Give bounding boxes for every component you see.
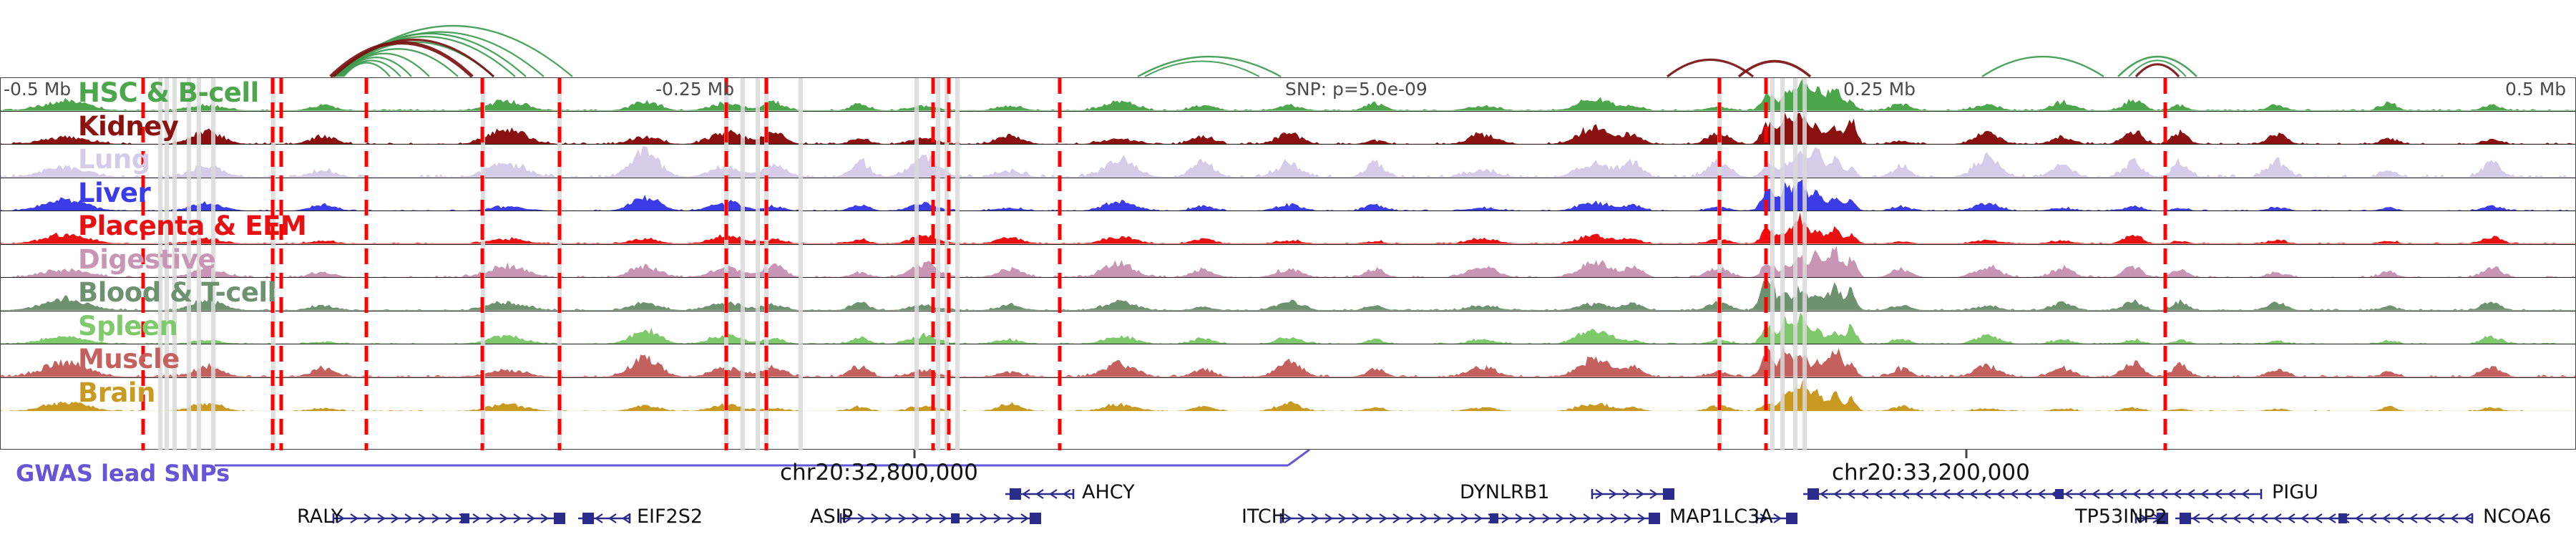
signal-area [1, 178, 2575, 211]
signal-track-placenta-eem[interactable]: Placenta & EEM [1, 211, 2575, 245]
gene-label-eif2s2[interactable]: EIF2S2 [637, 505, 703, 528]
track-label: Lung [78, 145, 150, 175]
coordinate-label-1: chr20:32,800,000 [780, 460, 978, 485]
gene-label-ncoa6[interactable]: NCOA6 [2483, 505, 2552, 528]
gene-label-tp53inp2[interactable]: TP53INP2 [2075, 505, 2167, 528]
signal-track-liver[interactable]: Liver [1, 178, 2575, 211]
gene-label-dynlrb1[interactable]: DYNLRB1 [1460, 481, 1550, 503]
signal-area [1, 211, 2575, 244]
gwas-lead-snps-label: GWAS lead SNPs [16, 460, 230, 487]
signal-track-lung[interactable]: Lung [1, 145, 2575, 178]
signal-area [1, 145, 2575, 178]
track-label: Digestive [78, 244, 216, 275]
ruler-label-snp: SNP: p=5.0e-09 [1285, 79, 1428, 100]
track-label: HSC & B-cell [78, 78, 259, 108]
gene-label-asip[interactable]: ASIP [810, 505, 853, 528]
signal-track-digestive[interactable]: Digestive [1, 244, 2575, 278]
gene-label-pigu[interactable]: PIGU [2272, 481, 2318, 503]
track-label: Placenta & EEM [78, 211, 307, 241]
signal-track-spleen[interactable]: Spleen [1, 311, 2575, 344]
track-label: Spleen [78, 311, 178, 342]
track-label: Brain [78, 377, 155, 408]
track-label: Kidney [78, 111, 179, 142]
ruler-label-left: -0.5 Mb [4, 79, 72, 100]
signal-area [1, 278, 2575, 311]
gene-label-map1lc3a[interactable]: MAP1LC3A [1669, 505, 1773, 528]
gene-label-raly[interactable]: RALY [297, 505, 343, 528]
signal-area [1, 311, 2575, 344]
signal-track-hsc-b-cell[interactable]: HSC & B-cell -0.5 Mb -0.25 Mb SNP: p=5.0e-0… [1, 78, 2575, 112]
signal-track-muscle[interactable]: Muscle [1, 344, 2575, 378]
coordinate-label-2: chr20:33,200,000 [1832, 460, 2030, 485]
signal-track-blood-t-cell[interactable]: Blood & T-cell [1, 278, 2575, 311]
ruler-label-quarter-right: 0.25 Mb [1843, 79, 1916, 100]
signal-track-panel[interactable]: HSC & B-cell -0.5 Mb -0.25 Mb SNP: p=5.0e-0… [0, 77, 2576, 450]
gene-label-ahcy[interactable]: AHCY [1082, 481, 1135, 503]
signal-track-kidney[interactable]: Kidney [1, 112, 2575, 145]
signal-area [1, 112, 2575, 144]
ruler-label-right: 0.5 Mb [2505, 79, 2567, 100]
gene-annotation-panel[interactable]: GWAS lead SNPs chr20:32,800,000 chr20:33,… [0, 450, 2576, 537]
signal-area [1, 344, 2575, 377]
gene-label-itch[interactable]: ITCH [1241, 505, 1287, 528]
ruler-label-quarter-left: -0.25 Mb [655, 79, 735, 100]
signal-area [1, 378, 2575, 411]
signal-area [1, 245, 2575, 277]
track-label: Muscle [78, 344, 180, 374]
track-label: Blood & T-cell [78, 278, 276, 308]
track-list: HSC & B-cell -0.5 Mb -0.25 Mb SNP: p=5.0e-0… [1, 78, 2575, 411]
chromatin-arc-track [0, 0, 2576, 77]
signal-track-brain[interactable]: Brain [1, 377, 2575, 411]
track-label: Liver [78, 178, 151, 208]
